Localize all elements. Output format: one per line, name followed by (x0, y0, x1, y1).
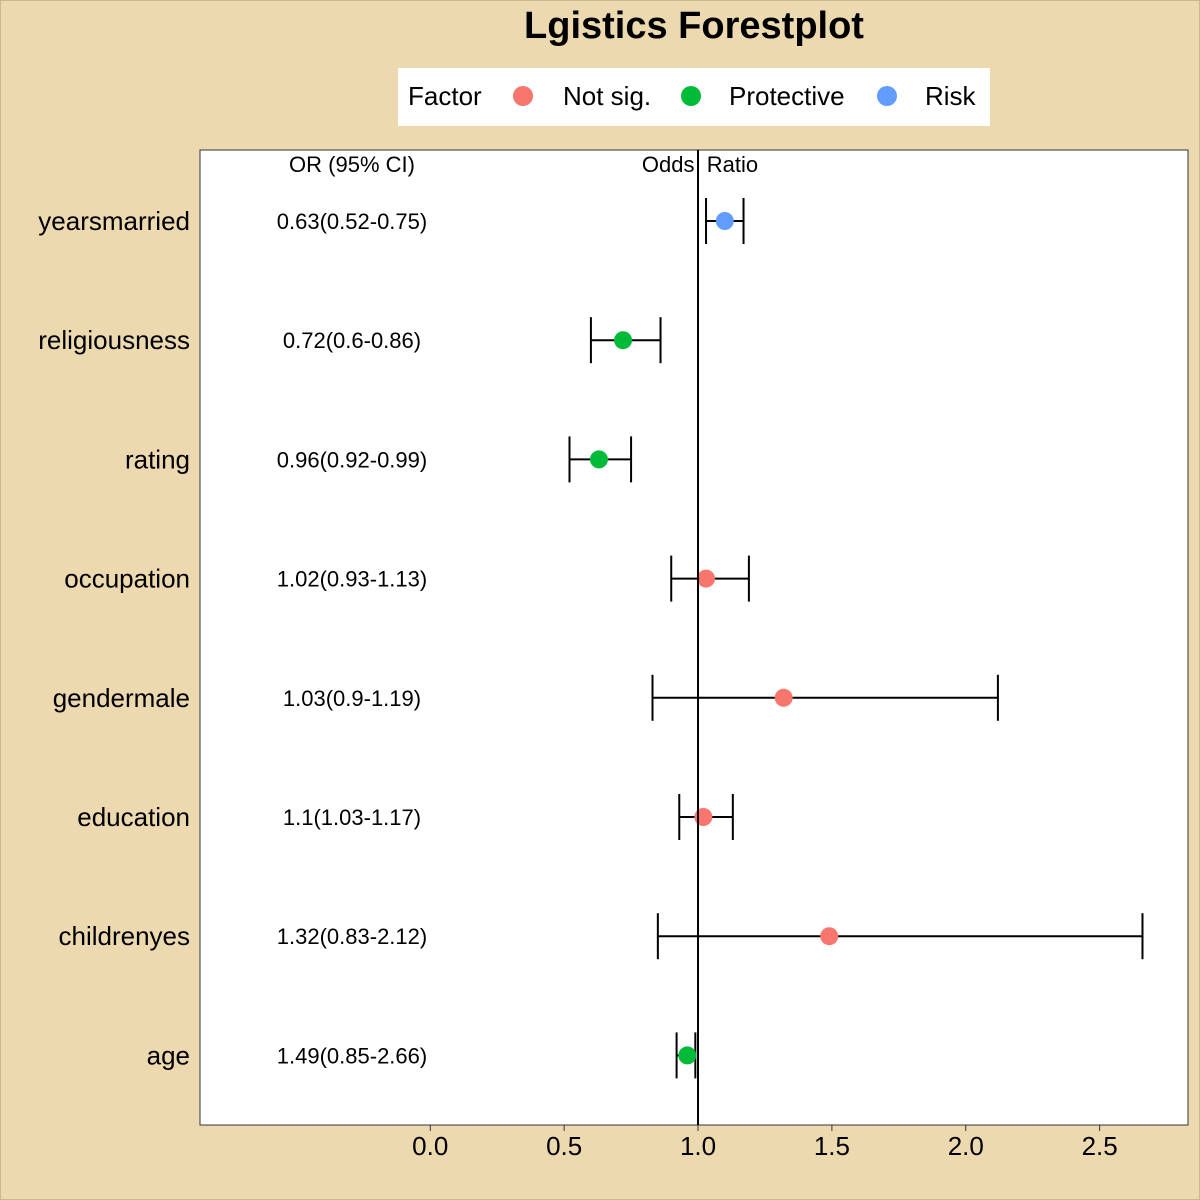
x-tick-label: 1.5 (814, 1131, 850, 1161)
row-label: occupation (64, 564, 190, 594)
row-label: childrenyes (58, 921, 190, 951)
row-label: gendermale (53, 683, 190, 713)
or-ci-text: 0.63(0.52-0.75) (277, 209, 427, 234)
legend-key-protective (681, 86, 701, 106)
x-axis: 0.0 0.5 1.0 1.5 2.0 2.5 (412, 1125, 1118, 1161)
or-ci-text: 1.32(0.83-2.12) (277, 924, 427, 949)
legend: Factor Not sig. Protective Risk (398, 68, 990, 126)
point-estimate (715, 212, 734, 230)
legend-title: Factor (408, 81, 482, 111)
or-column-title: OR (95% CI) (289, 152, 415, 177)
point-estimate (589, 450, 608, 469)
legend-label: Risk (925, 81, 977, 111)
point-estimate (820, 927, 839, 946)
odds-ratio-label: Odds Ratio (642, 152, 758, 177)
x-tick-label: 1.0 (680, 1131, 716, 1161)
row-label: education (77, 802, 190, 832)
x-tick-label: 2.0 (948, 1131, 984, 1161)
point-estimate (678, 1046, 697, 1065)
x-tick-label: 2.5 (1082, 1131, 1118, 1161)
point-estimate (697, 569, 716, 588)
legend-label: Protective (729, 81, 845, 111)
row-label: age (147, 1040, 190, 1070)
or-ci-text: 0.72(0.6-0.86) (283, 328, 421, 353)
forest-rows: yearsmarried 0.63(0.52-0.75) religiousness… (38, 198, 1144, 1079)
chart-title: Lgistics Forestplot (524, 5, 864, 47)
x-tick-label: 0.5 (546, 1131, 582, 1161)
point-estimate (614, 331, 633, 350)
legend-key-not-sig (513, 86, 533, 106)
point-estimate (774, 688, 793, 707)
row-label: religiousness (38, 325, 190, 355)
row-label: rating (125, 444, 190, 474)
or-ci-text: 1.03(0.9-1.19) (283, 686, 421, 711)
plot-panel (199, 149, 1189, 1126)
or-ci-text: 1.02(0.93-1.13) (277, 567, 427, 592)
or-ci-text: 1.49(0.85-2.66) (277, 1043, 427, 1068)
legend-label: Not sig. (563, 81, 651, 111)
row-label: yearsmarried (38, 206, 190, 236)
x-tick-label: 0.0 (412, 1131, 448, 1161)
legend-key-risk (877, 86, 897, 106)
or-ci-text: 0.96(0.92-0.99) (277, 447, 427, 472)
or-ci-text: 1.1(1.03-1.17) (283, 805, 421, 830)
